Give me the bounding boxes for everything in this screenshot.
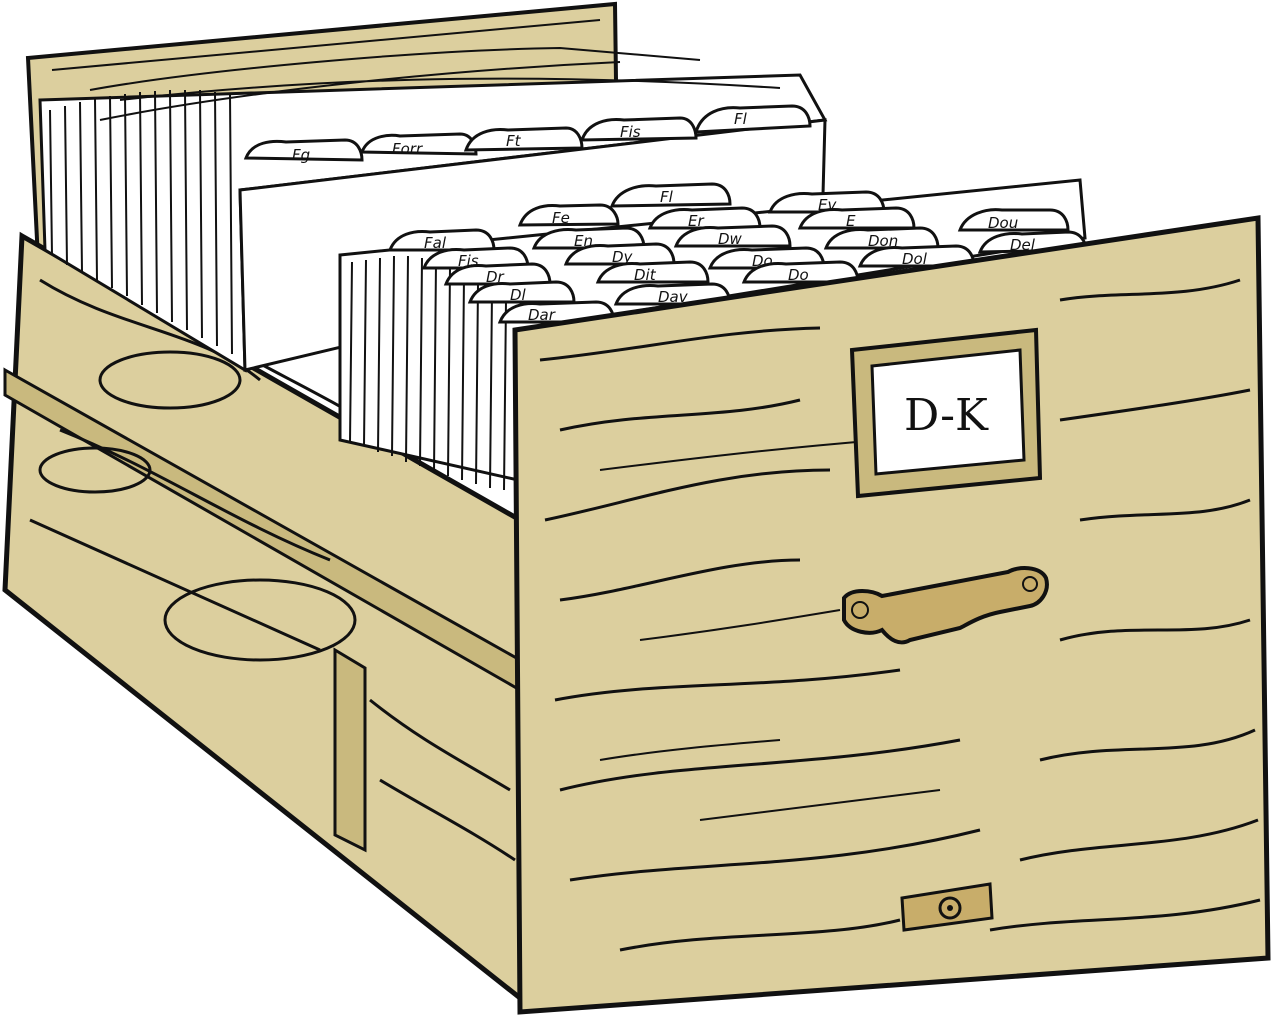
front-tab-row-3: Fis Dy Do Do Dol: [421, 242, 976, 284]
drawer-label-holder: D-K: [849, 327, 1043, 499]
back-tab-label: Fg: [292, 146, 310, 164]
back-card-tabs: Fg Forr Ft Fis Fl: [89, 46, 812, 164]
front-tab-label: Don: [868, 232, 898, 250]
front-tab-row-1: Fe Fl Ev E Dou: [517, 182, 1070, 232]
back-tab-4: Fis: [579, 116, 698, 142]
front-tab-label: Dl: [510, 286, 527, 304]
front-tab-label: Er: [688, 212, 704, 230]
front-tab-label: Dol: [902, 250, 928, 268]
front-tab-label: Del: [1010, 236, 1036, 254]
front-tab-label: Do: [788, 266, 809, 284]
back-tab-2: Forr: [359, 132, 478, 158]
front-tab-label: Fl: [660, 188, 674, 206]
back-tab-5: Fl: [693, 104, 812, 134]
drawer-handle[interactable]: [842, 566, 1049, 645]
front-tab-label: Dar: [528, 306, 556, 324]
front-tab-row-4: Dr Dit Dav: [443, 260, 732, 306]
front-tab-label: Dr: [486, 268, 505, 286]
back-tab-label: Ft: [506, 132, 522, 150]
back-tab-1: Fg: [243, 138, 364, 164]
keyhole-plate: [900, 882, 994, 932]
front-tab-label: Fal: [424, 234, 447, 252]
front-tab-label: Fe: [552, 209, 570, 227]
front-tab-label: E: [846, 212, 856, 230]
drawer-label-text: D-K: [904, 390, 989, 441]
front-tab-label: Dit: [634, 266, 657, 284]
back-tab-label: Fis: [620, 123, 641, 141]
front-tab-label: Dw: [718, 230, 743, 248]
back-tab-3: Ft: [463, 126, 584, 152]
back-tab-label: Fl: [734, 110, 748, 128]
front-tab-label: Dav: [658, 288, 689, 306]
front-tab-row-2: Fal En Er Dw Don Del: [387, 206, 1088, 254]
back-tab-label: Forr: [392, 140, 423, 158]
front-tab-label: Dou: [988, 214, 1018, 232]
front-tab-label: Dy: [612, 248, 634, 266]
